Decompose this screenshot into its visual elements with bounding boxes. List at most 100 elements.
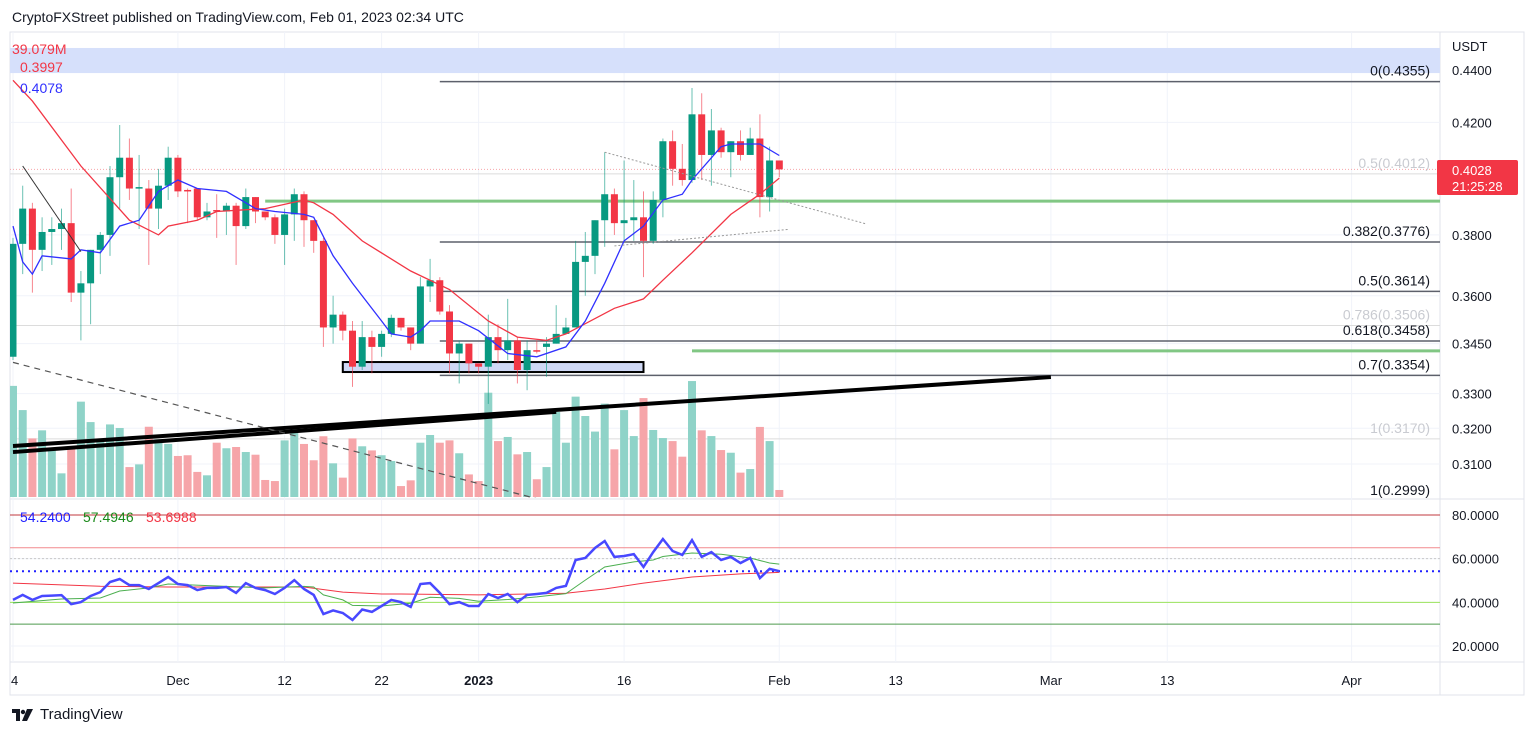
volume-bar <box>135 464 144 497</box>
volume-bar <box>765 441 774 497</box>
candle-body <box>659 141 667 200</box>
candle-body <box>38 231 46 250</box>
candle-body <box>707 130 715 155</box>
candle <box>698 93 706 181</box>
fib-level-label: 0.618(0.3458) <box>1343 322 1430 338</box>
volume-bar <box>261 479 270 497</box>
candle-body <box>543 343 550 347</box>
candle-body <box>533 350 541 352</box>
volume-bar <box>86 422 95 497</box>
candle-body <box>484 337 492 367</box>
candle-body <box>349 330 356 367</box>
candle-body <box>775 160 783 170</box>
candle <box>290 188 298 241</box>
candle-body <box>242 197 250 227</box>
volume-bar <box>552 412 561 497</box>
volume-bar <box>290 429 299 497</box>
candle <box>368 330 376 374</box>
time-tick-label: Feb <box>768 673 790 688</box>
volume-bar <box>726 452 735 497</box>
ma-blue-line <box>12 143 780 358</box>
candle-body <box>310 220 318 241</box>
candle-body <box>58 223 65 230</box>
candle <box>38 217 46 272</box>
legend-rsi-ma2: 53.6988 <box>146 509 197 525</box>
candle-body <box>378 333 386 347</box>
price-badge-bg <box>1437 160 1518 195</box>
candle-body <box>562 327 570 334</box>
candle <box>494 324 502 364</box>
volume-bar <box>455 453 464 497</box>
volume-bar <box>300 443 308 497</box>
volume-bar <box>610 449 619 497</box>
candle-body <box>106 177 114 235</box>
candle-body <box>737 141 744 155</box>
volume-bar <box>329 463 338 497</box>
candle-body <box>601 194 609 221</box>
time-tick-label: 2023 <box>464 673 493 688</box>
candle <box>116 125 124 209</box>
candle-body <box>766 160 774 198</box>
volume-bar <box>193 471 202 497</box>
volume-bar <box>416 442 425 497</box>
volume-bar <box>571 396 580 497</box>
candle-body <box>290 194 298 215</box>
candle-body <box>620 220 628 224</box>
grid <box>9 31 1525 696</box>
candle-body <box>10 243 17 357</box>
volume-bar <box>57 473 66 497</box>
candle <box>484 314 492 404</box>
rsi-tick-label: 20.0000 <box>1452 639 1499 654</box>
candle-body <box>698 114 706 155</box>
volume-bar <box>173 455 182 497</box>
volume-bar <box>309 460 318 497</box>
candle <box>203 202 211 221</box>
rsi-pane[interactable] <box>10 514 1440 625</box>
volume-bar <box>38 430 47 497</box>
candle-body <box>48 229 56 232</box>
footer: TradingView <box>12 706 123 723</box>
candle-body <box>329 314 337 328</box>
volume-bar <box>232 447 241 497</box>
candle-body <box>252 197 259 212</box>
candle-body <box>426 280 434 287</box>
candle-body <box>87 249 95 284</box>
candle <box>252 197 259 224</box>
candle <box>717 127 725 158</box>
candle-body <box>213 210 221 212</box>
candle <box>416 277 424 344</box>
volume-bar <box>280 440 289 497</box>
candle-body <box>67 223 75 293</box>
candle <box>184 188 192 224</box>
candle <box>135 154 143 230</box>
candle <box>746 127 754 155</box>
candle-body <box>581 255 589 262</box>
volume-bar <box>620 410 629 497</box>
candle-body <box>572 261 580 328</box>
candle <box>523 340 531 391</box>
trend-line <box>614 228 790 247</box>
volume-bar <box>319 436 328 497</box>
price-pane[interactable]: 0.5(0.4012) 0.786(0.3506) 1(0.3170) 0(0.435… <box>9 47 1440 501</box>
candle <box>222 202 230 235</box>
candle-body <box>717 130 725 153</box>
volume-bar <box>697 430 706 497</box>
candle-body <box>281 214 289 235</box>
candle <box>19 185 27 275</box>
candle-body <box>300 194 308 221</box>
candle-body <box>669 141 677 169</box>
candle <box>155 168 162 230</box>
volume-bar <box>678 456 687 497</box>
time-tick-label: 4 <box>11 673 18 688</box>
candle-body <box>145 188 153 209</box>
candle <box>397 317 405 331</box>
volume-bar <box>707 436 716 497</box>
volume-bar <box>658 438 667 497</box>
time-tick-label: 16 <box>617 673 631 688</box>
candle-body <box>203 211 211 218</box>
candle-body <box>446 311 453 354</box>
price-tick-label: 0.3100 <box>1452 457 1492 472</box>
volume-bar <box>717 450 726 497</box>
price-tick-label: 0.4200 <box>1452 115 1492 130</box>
